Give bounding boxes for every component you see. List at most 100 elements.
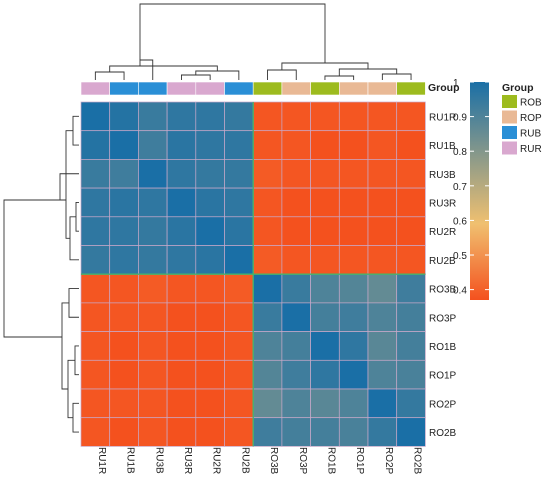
heatmap-cell: [310, 216, 340, 246]
column-label: RU3R: [182, 447, 193, 474]
heatmap-cell: [195, 187, 225, 218]
heatmap-cell: [195, 216, 225, 246]
dendrogram-branch: [74, 345, 79, 376]
legend-swatch: [502, 95, 517, 108]
column-label: RU2R: [211, 447, 222, 474]
column-label: RU3B: [153, 447, 164, 474]
dendrogram-branch: [69, 216, 79, 261]
heatmap-cell: [138, 273, 168, 304]
heatmap-cell: [109, 187, 139, 218]
heatmap-cell: [195, 273, 225, 304]
heatmap-cell: [310, 273, 340, 304]
heatmap-cell: [80, 216, 111, 246]
group-legend: Group ROB ROP RUB RUR: [502, 82, 542, 155]
heatmap-cell: [224, 302, 254, 332]
heatmap-cell: [338, 388, 369, 419]
heatmap-cell: [224, 245, 254, 275]
heatmap-cell: [166, 331, 197, 361]
heatmap-cell: [138, 130, 168, 160]
heatmap-cell: [80, 388, 111, 419]
heatmap-cell: [224, 417, 254, 447]
heatmap-cell: [281, 159, 311, 189]
row-label: RO2P: [429, 399, 457, 410]
heatmap-cell: [166, 359, 197, 390]
colorbar-tick-label: 0.4: [453, 286, 467, 297]
heatmap-cell: [224, 331, 254, 361]
column-label: RO2B: [412, 447, 423, 475]
heatmap-cell: [252, 187, 283, 218]
group-annotation-cell: [367, 81, 398, 96]
heatmap-cell: [138, 101, 168, 132]
column-labels: RU1R RU1B RU3B RU3R RU2R RU2B RO3B RO3P RO1B RO1P…: [96, 447, 423, 475]
group-annotation-title: Group: [428, 82, 460, 94]
group-annotation-bar: [80, 81, 426, 96]
heatmap-cell: [281, 302, 311, 332]
heatmap-cell: [367, 417, 398, 447]
heatmap-cell: [338, 331, 369, 361]
heatmap-cell: [281, 130, 311, 160]
heatmap-cell: [195, 359, 225, 390]
heatmap-cell: [338, 130, 369, 160]
heatmap-cell: [281, 187, 311, 218]
heatmap-cell: [396, 245, 426, 275]
dendrogram-branch: [324, 75, 355, 80]
row-label: RO3P: [429, 313, 457, 324]
group-annotation-cell: [195, 81, 225, 96]
heatmap-cell: [252, 302, 283, 332]
legend-swatch: [502, 126, 517, 139]
dendrogram-branch: [67, 359, 75, 419]
heatmap-cell: [109, 101, 139, 132]
column-label: RU1R: [96, 447, 107, 474]
row-label: RU2B: [429, 256, 456, 267]
heatmap-cell: [396, 216, 426, 246]
heatmap-cell: [396, 159, 426, 189]
group-annotation-cell: [396, 81, 426, 96]
heatmap-cell: [396, 273, 426, 304]
group-annotation-cell: [166, 81, 197, 96]
dendrogram-branch: [180, 74, 211, 80]
dendrogram-branch: [195, 70, 240, 80]
row-label: RO2B: [429, 428, 457, 439]
colorbar-ticks: 1 0.9 0.8 0.7 0.6 0.5 0.4: [453, 78, 489, 297]
heatmap-cell: [138, 159, 168, 189]
heatmap-cell: [338, 159, 369, 189]
heatmap-cell: [166, 101, 197, 132]
heatmap-cell: [396, 101, 426, 132]
row-label: RU3R: [429, 198, 456, 209]
column-label: RU1B: [125, 447, 136, 474]
heatmap-cell: [109, 359, 139, 390]
heatmap-cell: [338, 187, 369, 218]
heatmap-cell: [80, 101, 111, 132]
heatmap-cell: [166, 187, 197, 218]
row-label: RO1P: [429, 371, 457, 382]
heatmap-cell: [166, 159, 197, 189]
column-dendrogram: [94, 3, 412, 80]
heatmap-cell: [224, 388, 254, 419]
column-label: RO1B: [325, 447, 336, 475]
heatmap-cell: [310, 245, 340, 275]
heatmap-cell: [367, 388, 398, 419]
heatmap-cell: [338, 359, 369, 390]
heatmap-cell: [138, 331, 168, 361]
group-annotation-cell: [224, 81, 254, 96]
heatmap-cell: [224, 130, 254, 160]
heatmap-cell: [281, 417, 311, 447]
dendrogram-branch: [65, 130, 73, 239]
heatmap-cell: [396, 302, 426, 332]
heatmap-cell: [195, 130, 225, 160]
heatmap-cell: [338, 245, 369, 275]
dendrogram-branch: [94, 71, 125, 80]
heatmap-cell: [367, 245, 398, 275]
heatmap-cell: [281, 359, 311, 390]
column-label: RO3P: [297, 447, 308, 475]
heatmap-cell: [195, 302, 225, 332]
heatmap-cell: [224, 216, 254, 246]
row-labels: RU1R RU1B RU3B RU3R RU2R RU2B RO3B RO3P RO1B RO1P…: [429, 112, 457, 439]
heatmap-cell: [195, 159, 225, 189]
dendrogram-branch: [61, 302, 69, 390]
group-annotation-cell: [109, 81, 139, 96]
legend-swatch: [502, 110, 517, 124]
dendrogram-branch: [72, 115, 79, 146]
group-annotation-cell: [338, 81, 369, 96]
